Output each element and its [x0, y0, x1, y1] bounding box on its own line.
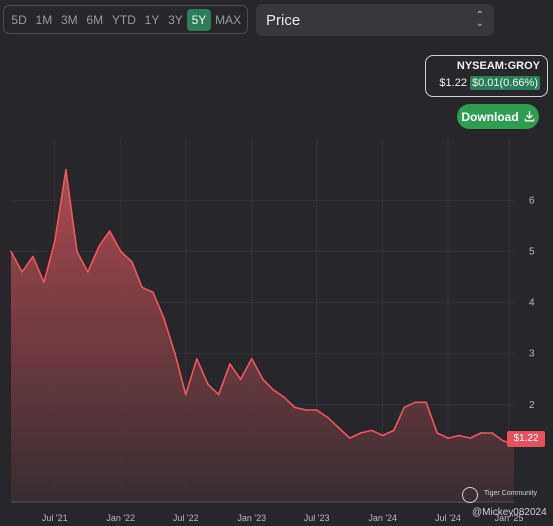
price-area [11, 169, 514, 502]
download-button[interactable]: Download [457, 104, 539, 129]
data-point [163, 317, 165, 319]
data-point [32, 255, 34, 258]
data-point [393, 429, 395, 432]
data-point [98, 245, 100, 248]
current-price-label: $1.22 [507, 431, 545, 447]
y-tick-label: 3 [529, 349, 535, 360]
y-tick-label: 6 [529, 195, 535, 206]
data-point [207, 383, 209, 386]
x-tick-label: Jan '24 [368, 513, 397, 523]
data-point [184, 393, 187, 396]
x-tick-label: Jul '23 [304, 513, 330, 523]
watermark-brand: Tiger Community [484, 490, 538, 497]
range-button-1m[interactable]: 1M [35, 12, 53, 27]
data-point [338, 427, 340, 429]
data-point [229, 363, 231, 365]
data-point [283, 396, 285, 398]
metric-select[interactable]: Price ⌃ ⌄ [256, 4, 494, 36]
y-tick-label: 4 [529, 298, 535, 309]
data-point [381, 434, 384, 437]
data-point [480, 432, 482, 434]
data-point [196, 358, 198, 360]
x-tick-label: Jul '22 [173, 513, 199, 523]
range-button-3m[interactable]: 3M [60, 12, 78, 27]
y-tick-label: 5 [529, 246, 535, 257]
data-point [458, 434, 460, 437]
range-button-ytd[interactable]: YTD [111, 12, 136, 27]
data-point [403, 406, 406, 409]
x-tick-label: Jul '24 [435, 513, 461, 523]
x-tick-label: Jul '21 [42, 513, 68, 523]
data-point [21, 271, 23, 273]
data-point [447, 437, 449, 439]
data-point [217, 393, 220, 396]
data-point [239, 378, 242, 381]
data-point [326, 416, 329, 419]
data-point [360, 432, 362, 434]
data-point [53, 240, 56, 243]
x-tick-label: Jan '23 [237, 513, 266, 523]
data-point [131, 260, 133, 263]
data-point [152, 291, 154, 294]
x-tick-label: Jan '22 [106, 513, 135, 523]
ticker-symbol: NYSEAM:GROY [456, 60, 540, 72]
ticker-price: $1.22 [439, 77, 467, 89]
range-button-6m[interactable]: 6M [86, 12, 104, 27]
watermark-user: @Mickey082024 [472, 507, 547, 518]
data-point [315, 409, 318, 411]
data-point [305, 409, 307, 411]
data-point [272, 388, 274, 391]
data-point [119, 250, 122, 253]
range-button-1y[interactable]: 1Y [144, 12, 160, 27]
data-point [108, 230, 111, 232]
data-point [141, 286, 143, 289]
range-button-max[interactable]: MAX [215, 12, 242, 27]
data-point [86, 271, 89, 273]
data-point [502, 439, 504, 442]
data-point [174, 352, 176, 355]
data-point [43, 281, 45, 283]
data-point [250, 358, 253, 360]
data-point [436, 432, 439, 434]
data-point [491, 432, 493, 434]
x-tick-label: Jan '25 [495, 513, 524, 523]
download-icon [524, 111, 534, 122]
y-tick-label: 2 [529, 400, 535, 411]
chevron-up-down-icon: ⌃ ⌄ [475, 10, 484, 29]
data-point [262, 378, 264, 381]
data-point [10, 250, 12, 253]
ticker-summary: NYSEAM:GROY $1.22 $0.01(0.66%) [425, 55, 548, 97]
data-point [348, 437, 351, 439]
data-point [414, 401, 417, 404]
metric-select-value: Price [266, 11, 301, 29]
ticker-change: $0.01(0.66%) [469, 76, 540, 90]
data-point [65, 168, 67, 171]
data-point [469, 437, 472, 439]
data-point [293, 406, 296, 409]
range-button-5d[interactable]: 5D [11, 12, 27, 27]
range-button-3y[interactable]: 3Y [168, 12, 183, 27]
range-selector: 5D 1M 3M 6M YTD 1Y 3Y 5Y MAX [3, 5, 248, 34]
data-point [76, 250, 78, 253]
download-label: Download [461, 109, 519, 124]
data-point [370, 429, 373, 432]
watermark: Tiger Community @Mickey082024 [462, 486, 552, 520]
range-button-5y[interactable]: 5Y [187, 8, 211, 31]
tiger-logo-icon [462, 487, 478, 503]
data-point [425, 401, 427, 404]
